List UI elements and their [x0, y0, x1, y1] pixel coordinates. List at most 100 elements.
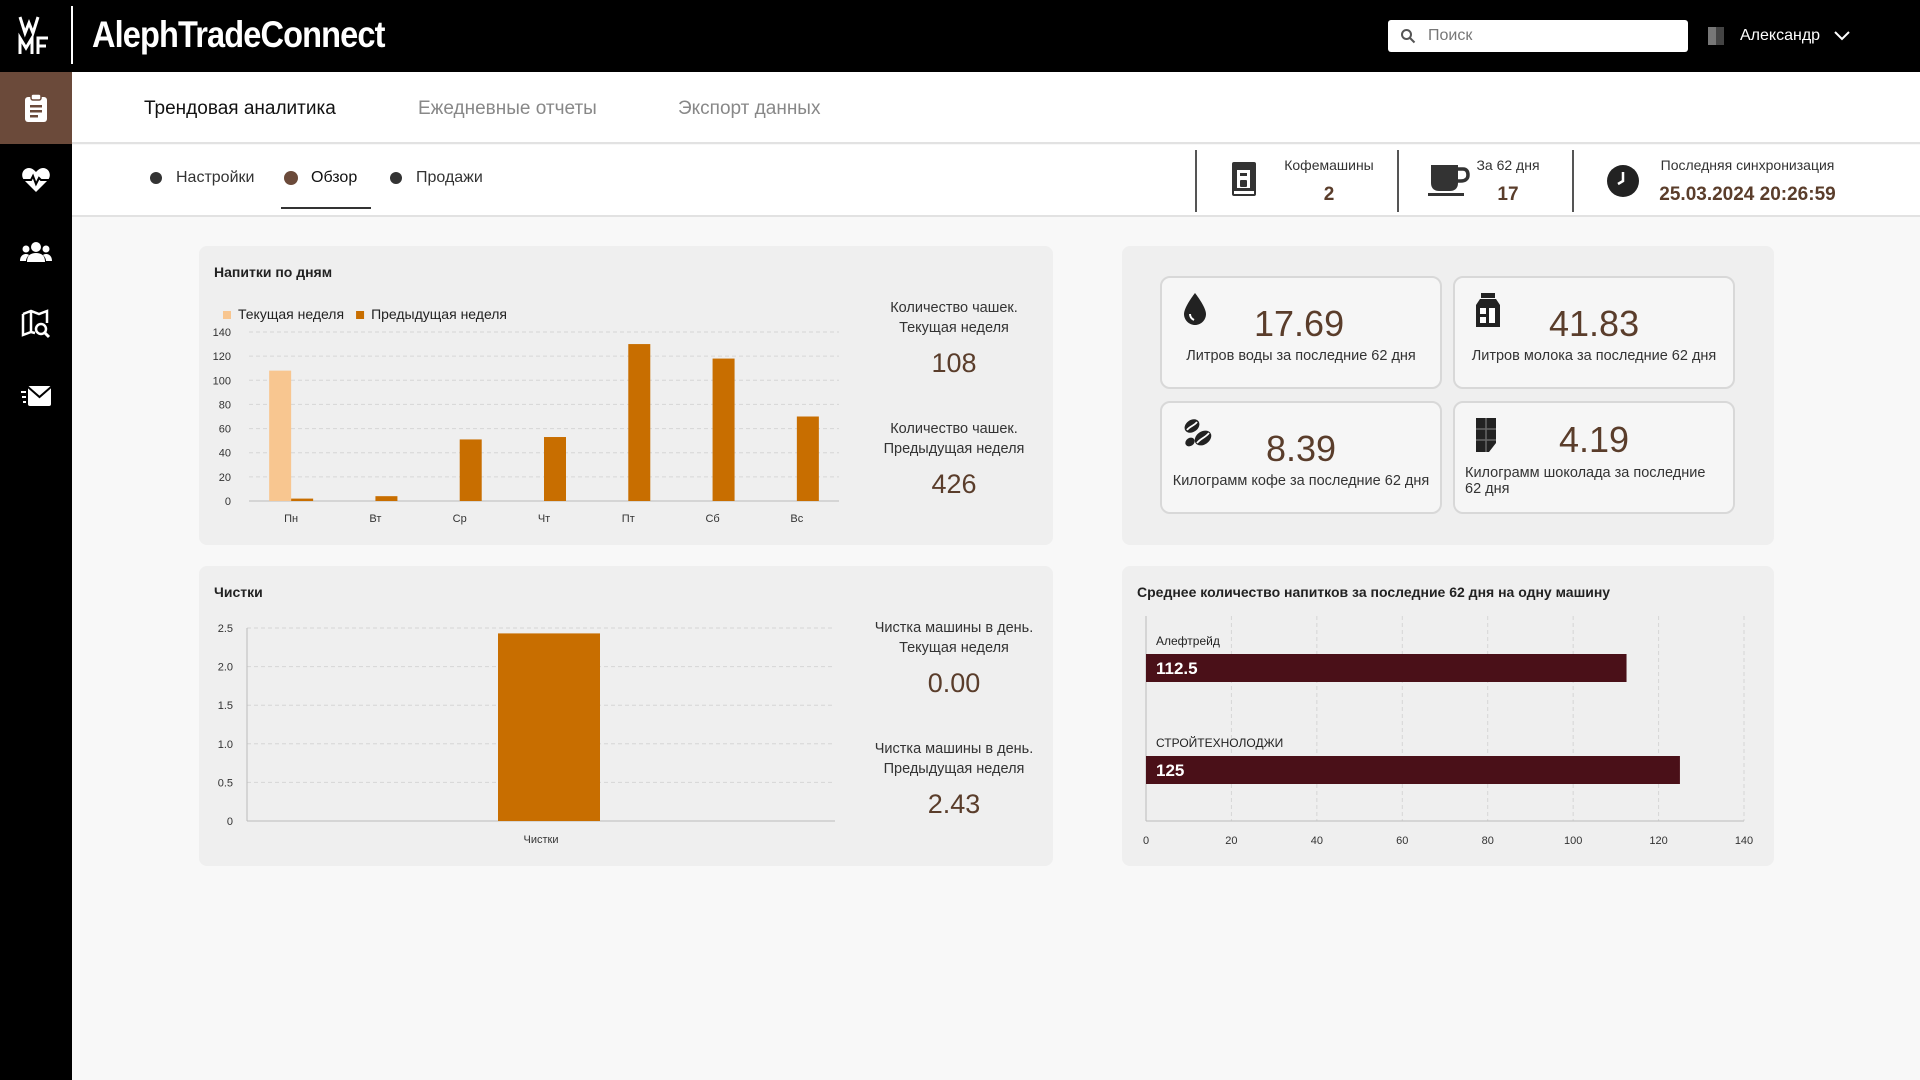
chocolate-value: 4.19	[1559, 419, 1630, 460]
coffee-cup-icon	[1428, 165, 1470, 196]
tab-daily-reports[interactable]: Ежедневные отчеты	[418, 98, 597, 119]
heartbeat-icon	[22, 168, 50, 192]
nav-item-health[interactable]	[0, 144, 72, 216]
search-box[interactable]	[1388, 20, 1688, 52]
top-bar: AlephTradeConnect Александр	[0, 0, 1920, 72]
bar-previous	[628, 344, 651, 501]
chevron-down-icon[interactable]	[1834, 31, 1850, 41]
dot-icon	[285, 172, 297, 184]
y-tick-label: 0.5	[218, 777, 233, 789]
side-nav	[0, 72, 72, 1080]
subtab-sales[interactable]: Продажи	[386, 169, 487, 209]
milk-carton-icon	[1476, 293, 1500, 327]
bar-previous	[796, 416, 819, 501]
x-tick-label: 120	[1649, 835, 1667, 847]
current-cups-value: 108	[931, 348, 977, 378]
mail-icon	[21, 386, 52, 406]
bar-previous	[291, 498, 314, 501]
category-label: Алефтрейд	[1156, 634, 1220, 648]
stat-sync-label: Последняя синхронизация	[1660, 157, 1835, 173]
chocolate-label: Килограмм шоколада за последние 62 дня	[1465, 465, 1706, 497]
wmf-logo[interactable]	[18, 14, 54, 58]
bar-previous	[544, 437, 566, 501]
bar-current	[269, 370, 292, 501]
user-menu[interactable]: Александр	[1708, 22, 1850, 50]
map-search-icon	[21, 309, 51, 339]
x-tick-label: Вт	[369, 513, 381, 525]
search-icon	[1401, 29, 1416, 44]
x-tick-label: 140	[1735, 835, 1753, 847]
user-avatar	[1708, 27, 1724, 45]
coffee-value: 8.39	[1266, 428, 1337, 469]
y-tick-label: 120	[213, 351, 231, 363]
x-tick-label: Чистки	[524, 834, 559, 846]
y-tick-label: 100	[213, 375, 231, 387]
dot-icon	[150, 172, 162, 184]
x-tick-label: Вс	[790, 513, 803, 525]
drinks-by-day-chart: 0 20 40 60 80 100 120 140 Пн Вт Ср Чт Пт Сб Вс Текущая …	[213, 306, 839, 525]
user-name: Александр	[1740, 27, 1821, 44]
x-tick-label: 80	[1482, 835, 1494, 847]
y-tick-label: 1.0	[218, 739, 233, 751]
x-tick-label: 40	[1311, 835, 1323, 847]
tab-data-export[interactable]: Экспорт данных	[678, 98, 821, 119]
y-tick-label: 80	[219, 399, 231, 411]
legend-label: Предыдущая неделя	[371, 306, 507, 322]
nav-item-trend-analytics[interactable]	[0, 72, 72, 144]
cleaning-card: Чистки 0 0.5 1.0 1.5 2.0 2.5 Чистки Чистка маш…	[199, 566, 1053, 866]
nav-item-map-search[interactable]	[0, 288, 72, 360]
bar-previous	[375, 496, 398, 501]
stat-sync-value: 25.03.2024 20:26:59	[1659, 184, 1836, 205]
consumption-card: 17.69 Литров воды за последние 62 дня 41…	[1122, 246, 1774, 545]
clipboard-icon	[25, 93, 47, 122]
y-tick-label: 140	[213, 327, 231, 339]
clock-icon	[1607, 165, 1639, 197]
bar-value-label: 125	[1156, 761, 1184, 780]
stat-period-value: 17	[1497, 184, 1519, 205]
y-tick-label: 2.5	[218, 623, 233, 635]
bar-previous	[712, 358, 735, 501]
bar-value-label: 112.5	[1156, 659, 1198, 678]
subtab-label: Продажи	[416, 169, 483, 186]
milk-label: Литров молока за последние 62 дня	[1471, 348, 1717, 364]
y-tick-label: 2.0	[218, 662, 233, 674]
chocolate-tile: 4.19 Килограмм шоколада за последние 62 …	[1453, 401, 1735, 514]
y-tick-label: 0	[227, 816, 233, 828]
x-tick-label: 60	[1396, 835, 1408, 847]
app-title[interactable]: AlephTradeConnect	[92, 14, 385, 55]
coffee-label: Килограмм кофе за последние 62 дня	[1172, 473, 1430, 489]
subtab-overview[interactable]: Обзор	[281, 169, 371, 209]
water-value: 17.69	[1254, 303, 1345, 344]
x-tick-label: Пн	[284, 513, 298, 525]
x-tick-label: Чт	[538, 513, 550, 525]
nav-item-mail[interactable]	[0, 360, 72, 432]
y-tick-label: 60	[219, 424, 231, 436]
card-title: Напитки по дням	[214, 264, 333, 280]
current-cleaning-label: Чистка машины в день. Текущая неделя	[874, 620, 1034, 656]
category-label: СТРОЙТЕХНОЛОДЖИ	[1156, 735, 1283, 750]
y-tick-label: 1.5	[218, 700, 233, 712]
y-tick-label: 0	[225, 496, 231, 508]
x-tick-label: Сб	[705, 513, 719, 525]
tab-trend-analytics[interactable]: Трендовая аналитика	[144, 98, 336, 119]
x-tick-label: Пт	[622, 513, 635, 525]
stat-divider	[1195, 150, 1197, 212]
water-drop-icon	[1184, 293, 1206, 325]
milk-value: 41.83	[1549, 303, 1640, 344]
stat-machines-label: Кофемашины	[1284, 157, 1374, 173]
stat-machines-value: 2	[1323, 184, 1335, 205]
water-label: Литров воды за последние 62 дня	[1186, 348, 1416, 364]
nav-item-users[interactable]	[0, 216, 72, 288]
y-tick-label: 20	[219, 472, 231, 484]
x-tick-label: 0	[1143, 835, 1149, 847]
bar-cleaning	[498, 633, 600, 821]
subtab-label: Обзор	[311, 169, 358, 186]
current-cups-label: Количество чашек. Текущая неделя	[890, 300, 1018, 336]
search-input[interactable]	[1428, 27, 1668, 45]
card-title: Чистки	[214, 584, 263, 600]
subtab-settings[interactable]: Настройки	[146, 169, 258, 209]
chocolate-bar-icon	[1476, 418, 1496, 452]
legend-label: Текущая неделя	[238, 306, 344, 322]
legend-swatch	[356, 311, 365, 319]
previous-cleaning-value: 2.43	[927, 789, 981, 819]
